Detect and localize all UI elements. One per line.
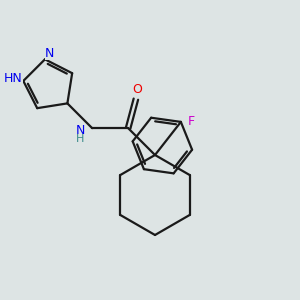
Text: H: H [76, 134, 84, 144]
Text: O: O [132, 83, 142, 96]
Text: N: N [75, 124, 85, 136]
Text: F: F [187, 116, 194, 128]
Text: N: N [45, 47, 55, 60]
Text: HN: HN [4, 72, 23, 86]
